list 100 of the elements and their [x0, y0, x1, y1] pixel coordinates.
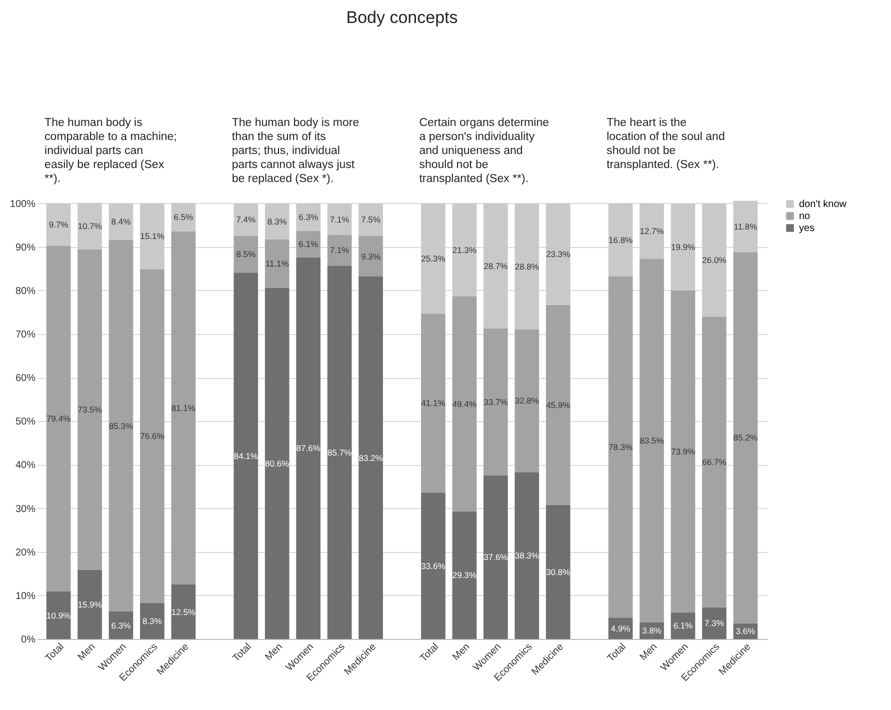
bar: [483, 475, 508, 639]
y-tick-label: 80%: [15, 286, 36, 297]
data-label: 33.7%: [484, 396, 508, 407]
bar: [234, 272, 258, 639]
y-tick-label: 10%: [15, 590, 36, 602]
bar: [546, 304, 570, 505]
bar: [140, 602, 164, 639]
data-label: 4.9%: [610, 623, 631, 634]
bar: [421, 314, 446, 493]
data-label: 73.5%: [78, 404, 102, 415]
text: The human body is comparable to a machine; individual parts can easily be replaced (Sex **).: [44, 117, 177, 185]
data-label: 7.1%: [330, 245, 350, 256]
data-label: 49.4%: [452, 398, 477, 409]
bar: [78, 250, 102, 570]
y-tick-label: 100%: [10, 198, 36, 210]
data-label: 85.7%: [328, 447, 352, 458]
bar: [452, 296, 477, 512]
data-label: 84.1%: [234, 450, 258, 461]
bar: [140, 269, 164, 603]
bar: [46, 203, 71, 246]
bar: [327, 204, 352, 235]
data-label: 30.8%: [546, 566, 571, 577]
data-label: 45.9%: [546, 400, 571, 410]
bar: [108, 240, 134, 612]
data-label: 16.8%: [608, 234, 634, 245]
bar: [514, 204, 540, 330]
data-label: 11.1%: [265, 258, 290, 269]
bar: [452, 511, 477, 639]
bar: [608, 276, 633, 618]
bar: [640, 258, 664, 622]
bar: [483, 328, 508, 476]
bar: [358, 276, 383, 639]
data-label: 80.6%: [265, 458, 290, 468]
bar: [702, 316, 726, 608]
data-label: 83.2%: [358, 452, 384, 463]
data-label: 19.9%: [670, 242, 696, 252]
chart-title: Body concepts: [346, 8, 458, 27]
bar: [140, 203, 164, 270]
bar: [483, 203, 508, 328]
bar: [733, 252, 758, 624]
data-label: 7.1%: [330, 214, 350, 224]
data-label: 7.3%: [704, 618, 724, 628]
bar: [78, 570, 102, 639]
bar: [608, 203, 633, 277]
bar: [358, 203, 383, 236]
data-label: 21.3%: [452, 244, 477, 255]
y-tick-label: 30%: [15, 504, 36, 515]
data-label: 37.6%: [484, 552, 508, 562]
bar: [452, 203, 477, 296]
bar: [171, 231, 196, 585]
data-label: 81.1%: [171, 402, 196, 413]
data-label: 79.4%: [46, 414, 72, 424]
data-label: 29.3%: [452, 570, 477, 580]
data-label: 23.3%: [546, 249, 571, 260]
bar: [296, 257, 321, 639]
data-label: 28.8%: [514, 262, 540, 272]
bar: [702, 203, 726, 317]
data-label: 66.7%: [702, 456, 727, 467]
data-label: 3.6%: [736, 626, 756, 636]
bar: [327, 234, 352, 266]
data-label: 85.2%: [733, 432, 758, 443]
x-tick-label: Men: [263, 642, 285, 664]
data-label: 33.6%: [421, 560, 446, 571]
data-label: 8.3%: [267, 216, 288, 226]
x-tick-label: Men: [450, 642, 472, 664]
bar: [514, 472, 540, 639]
data-label: 15.9%: [78, 599, 102, 610]
bar: [264, 203, 290, 240]
data-label: 78.3%: [608, 442, 634, 452]
text: The heart is the location of the soul and should not be transplanted. (Sex **).: [606, 117, 725, 171]
bar: [78, 202, 102, 250]
y-tick-label: 40%: [15, 460, 36, 472]
bar: [234, 203, 258, 236]
data-label: 9.3%: [361, 251, 381, 262]
data-label: 6.1%: [673, 620, 694, 631]
data-label: 38.3%: [514, 550, 540, 561]
data-label: 10.7%: [78, 221, 102, 232]
data-label: 8.5%: [236, 249, 256, 260]
legend-label: don't know: [799, 199, 848, 210]
data-label: 83.5%: [640, 436, 664, 446]
bar: [358, 236, 383, 277]
text: The human body is more than the sum of its parts; thus, individual parts cannot always just be replaced (Sex *).: [232, 117, 360, 185]
data-label: 87.6%: [296, 443, 321, 454]
bar: [546, 504, 570, 639]
data-label: 12.5%: [171, 606, 196, 617]
bar: [546, 203, 570, 305]
data-label: 8.3%: [142, 616, 162, 626]
y-tick-label: 50%: [15, 416, 36, 428]
x-tick-label: Men: [76, 642, 98, 664]
bar: [702, 607, 726, 639]
data-label: 76.6%: [140, 430, 165, 441]
data-label: 85.3%: [108, 420, 134, 431]
data-label: 26.0%: [702, 254, 727, 265]
bar: [670, 290, 696, 612]
bar: [264, 240, 290, 288]
bar: [421, 203, 446, 314]
data-label: 28.7%: [484, 260, 508, 271]
bar: [670, 204, 696, 290]
data-label: 6.3%: [111, 620, 132, 630]
bar: [171, 584, 196, 639]
